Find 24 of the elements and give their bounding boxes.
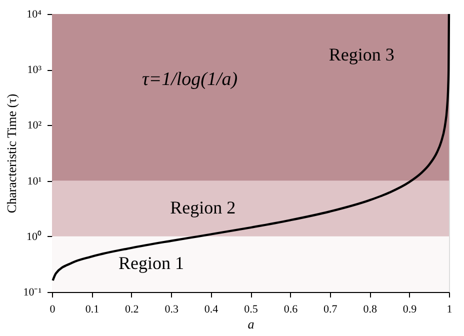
y-tick-label: 10⁰ bbox=[26, 230, 42, 243]
y-tick-label: 10² bbox=[27, 120, 42, 132]
y-tick-label: 10¹ bbox=[27, 175, 42, 188]
y-tick-label: 10⁻¹ bbox=[23, 286, 42, 298]
x-tick-label: 0.5 bbox=[244, 304, 258, 316]
x-tick-label: 0.9 bbox=[402, 304, 418, 316]
x-tick-label: 0.8 bbox=[363, 304, 378, 316]
x-tick-label: 0.4 bbox=[204, 304, 219, 316]
band-label: Region 1 bbox=[118, 253, 184, 274]
annotation: τ=1/log(1/a) bbox=[142, 69, 238, 90]
x-tick-label: 0.2 bbox=[125, 304, 139, 316]
x-tick-label: 0 bbox=[50, 304, 56, 316]
x-tick-label: 0.3 bbox=[164, 304, 179, 316]
band-label: Region 2 bbox=[170, 198, 236, 218]
line-series bbox=[52, 12, 450, 282]
y-tick-label: 10³ bbox=[27, 64, 42, 76]
x-axis-title: a bbox=[248, 316, 255, 332]
x-tick-label: 0.7 bbox=[324, 304, 338, 316]
band-label: Region 3 bbox=[328, 44, 394, 65]
x-tick-label: 1 bbox=[446, 304, 452, 316]
x-tick-label: 0.1 bbox=[85, 304, 100, 316]
y-tick-label: 10⁴ bbox=[26, 8, 42, 20]
x-tick-label: 0.6 bbox=[284, 304, 298, 316]
y-axis-title: Characteristic Time (τ) bbox=[4, 94, 20, 214]
